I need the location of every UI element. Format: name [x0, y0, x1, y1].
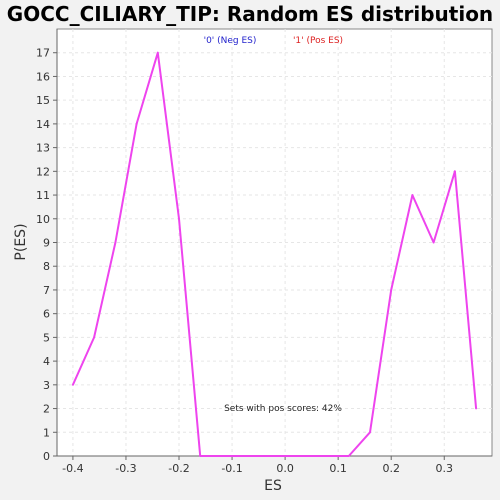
x-tick-label-1: -0.3 — [115, 462, 136, 475]
grid — [57, 29, 492, 457]
y-tick-label-8: 8 — [43, 260, 50, 273]
y-tick-label-14: 14 — [36, 118, 50, 131]
data-point-14 — [369, 431, 371, 434]
y-tick-label-7: 7 — [43, 284, 50, 297]
legend-entry-pos: '1' (Pos ES) — [293, 36, 343, 46]
data-point-16 — [411, 194, 414, 196]
y-tick-label-3: 3 — [43, 379, 50, 392]
y-tick-label-5: 5 — [43, 331, 50, 344]
data-point-11 — [305, 455, 308, 457]
tick-labels: -0.4 -0.3 -0.2 -0.1 0.0 0.1 0.2 0.3012345678910… — [36, 47, 453, 475]
data-point-4 — [156, 51, 159, 54]
legend-entry-neg: '0' (Neg ES) — [204, 36, 257, 46]
data-point-3 — [135, 122, 138, 125]
data-point-7 — [220, 455, 223, 457]
y-tick-label-15: 15 — [36, 94, 50, 107]
data-point-12 — [326, 455, 329, 457]
y-tick-label-17: 17 — [36, 47, 50, 60]
y-tick-label-11: 11 — [36, 189, 50, 202]
data-point-18 — [453, 170, 456, 173]
x-tick-label-7: 0.3 — [436, 462, 454, 475]
x-tick-label-0: -0.4 — [62, 462, 83, 475]
x-tick-label-5: 0.1 — [329, 462, 347, 475]
data-point-15 — [390, 289, 393, 291]
data-point-19 — [475, 407, 477, 410]
data-point-8 — [241, 455, 244, 457]
y-tick-label-10: 10 — [36, 213, 50, 226]
annotation-pos-scores: Sets with pos scores: 42% — [224, 404, 342, 414]
data-point-17 — [432, 241, 435, 244]
y-tick-label-16: 16 — [36, 70, 50, 83]
y-tick-label-2: 2 — [43, 403, 50, 416]
x-axis-label: ES — [264, 478, 282, 494]
series-line-0 — [71, 51, 478, 457]
data-point-1 — [93, 336, 96, 339]
y-axis-label: P(ES) — [13, 223, 29, 260]
x-tick-label-4: 0.0 — [276, 462, 294, 475]
data-point-6 — [199, 455, 202, 457]
data-point-5 — [178, 217, 180, 220]
data-point-0 — [72, 383, 74, 386]
y-tick-label-12: 12 — [36, 165, 50, 178]
y-tick-label-13: 13 — [36, 142, 50, 155]
series-layer — [71, 51, 478, 457]
y-tick-label-9: 9 — [43, 237, 50, 250]
x-tick-label-2: -0.2 — [168, 462, 189, 475]
x-tick-label-3: -0.1 — [221, 462, 242, 475]
legend: '0' (Neg ES) '1' (Pos ES) — [204, 36, 343, 46]
data-point-13 — [347, 455, 350, 457]
x-tick-label-6: 0.2 — [382, 462, 400, 475]
y-tick-label-6: 6 — [43, 308, 50, 321]
data-point-2 — [114, 241, 117, 244]
y-tick-label-1: 1 — [43, 426, 50, 439]
data-point-10 — [284, 455, 287, 457]
y-tick-label-0: 0 — [43, 450, 50, 463]
chart-title: GOCC_CILIARY_TIP: Random ES distribution — [7, 2, 493, 26]
data-point-9 — [262, 455, 265, 457]
y-tick-label-4: 4 — [43, 355, 50, 368]
